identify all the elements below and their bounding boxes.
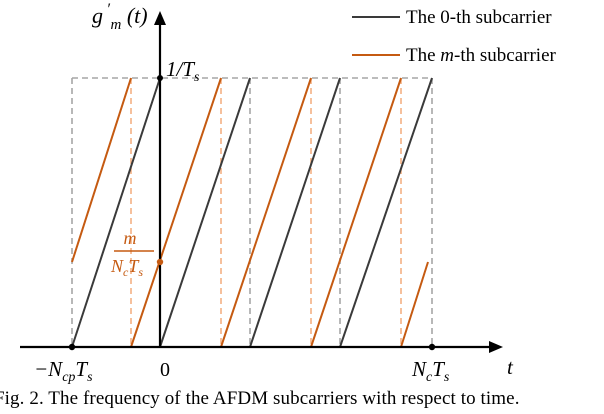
tick-nc-ts: NcTs: [411, 357, 450, 385]
peak-point: [157, 75, 163, 81]
mth-subcarrier-ramps: [71, 77, 429, 348]
tick-neg-ncp-ts: −NcpTs: [34, 357, 93, 385]
peak-label: 1/Ts: [166, 57, 200, 85]
zeroth-ramp-4: [339, 77, 433, 348]
mth-ramp-2: [130, 77, 222, 348]
y-axis-arrow-icon: [154, 11, 166, 25]
mth-reset-lines: [130, 78, 402, 347]
legend-label-mth: The m-th subcarrier: [406, 45, 557, 66]
tick-zero: 0: [160, 359, 170, 381]
marker-points: [68, 75, 436, 351]
zeroth-ramp-1: [71, 77, 161, 348]
m-fraction-denominator: NcTs: [110, 256, 143, 279]
legend: The 0-th subcarrier The m-th subcarrier: [352, 7, 557, 66]
mth-ramp-3: [220, 77, 312, 348]
mth-ramp-1: [71, 77, 132, 263]
y-axis-label: g ′ m (t): [92, 0, 148, 34]
mth-ramp-5: [400, 261, 429, 348]
zeroth-ramp-3: [249, 77, 341, 348]
x-axis-label: t: [507, 355, 514, 379]
guide-lines: [71, 77, 433, 347]
nc-point: [428, 343, 436, 351]
zeroth-ramp-2: [159, 77, 251, 348]
zeroth-subcarrier-ramps: [71, 77, 433, 348]
legend-label-zeroth: The 0-th subcarrier: [406, 7, 552, 28]
m-intercept-point: [156, 258, 164, 266]
x-axis-arrow-icon: [489, 341, 503, 353]
figure-caption: Fig. 2. The frequency of the AFDM subcar…: [0, 388, 520, 409]
m-fraction-numerator: m: [124, 228, 137, 248]
m-fraction-label: m NcTs: [110, 228, 154, 279]
origin-ncp-point: [68, 343, 76, 351]
mth-ramp-4: [310, 77, 402, 348]
